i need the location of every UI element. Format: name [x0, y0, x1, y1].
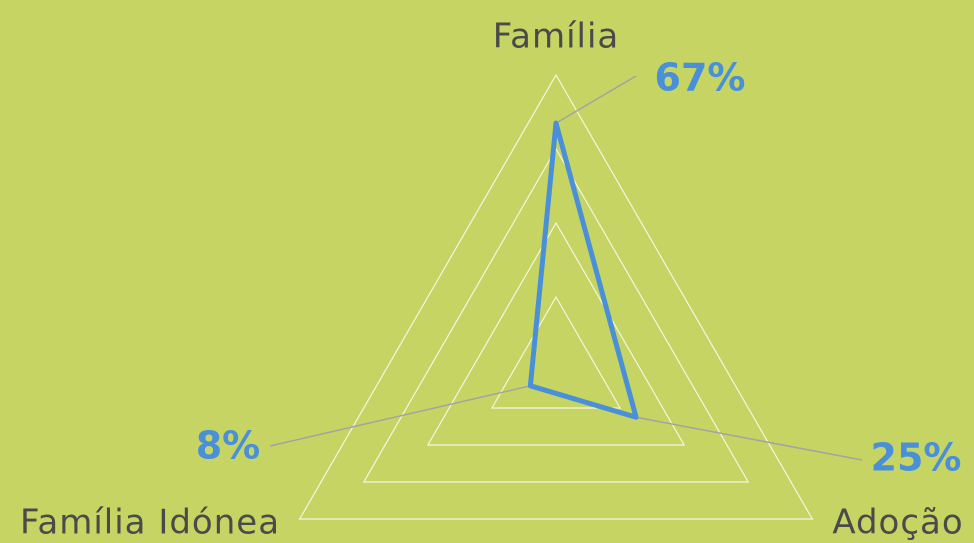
value-label: 8%: [196, 424, 261, 468]
category-label: Adoção: [832, 503, 963, 543]
grid-ring: [426, 221, 686, 446]
grid-ring: [490, 295, 622, 409]
leader-line: [555, 75, 637, 124]
grid-ring: [298, 73, 814, 520]
category-label: Família: [493, 17, 620, 57]
category-label: Família Idónea: [20, 503, 280, 543]
leader-line: [269, 385, 531, 447]
value-label: 25%: [871, 436, 962, 480]
radar-line: [527, 120, 639, 420]
grid-ring: [362, 147, 750, 483]
value-label: 67%: [655, 56, 746, 100]
leader-line: [635, 416, 863, 461]
